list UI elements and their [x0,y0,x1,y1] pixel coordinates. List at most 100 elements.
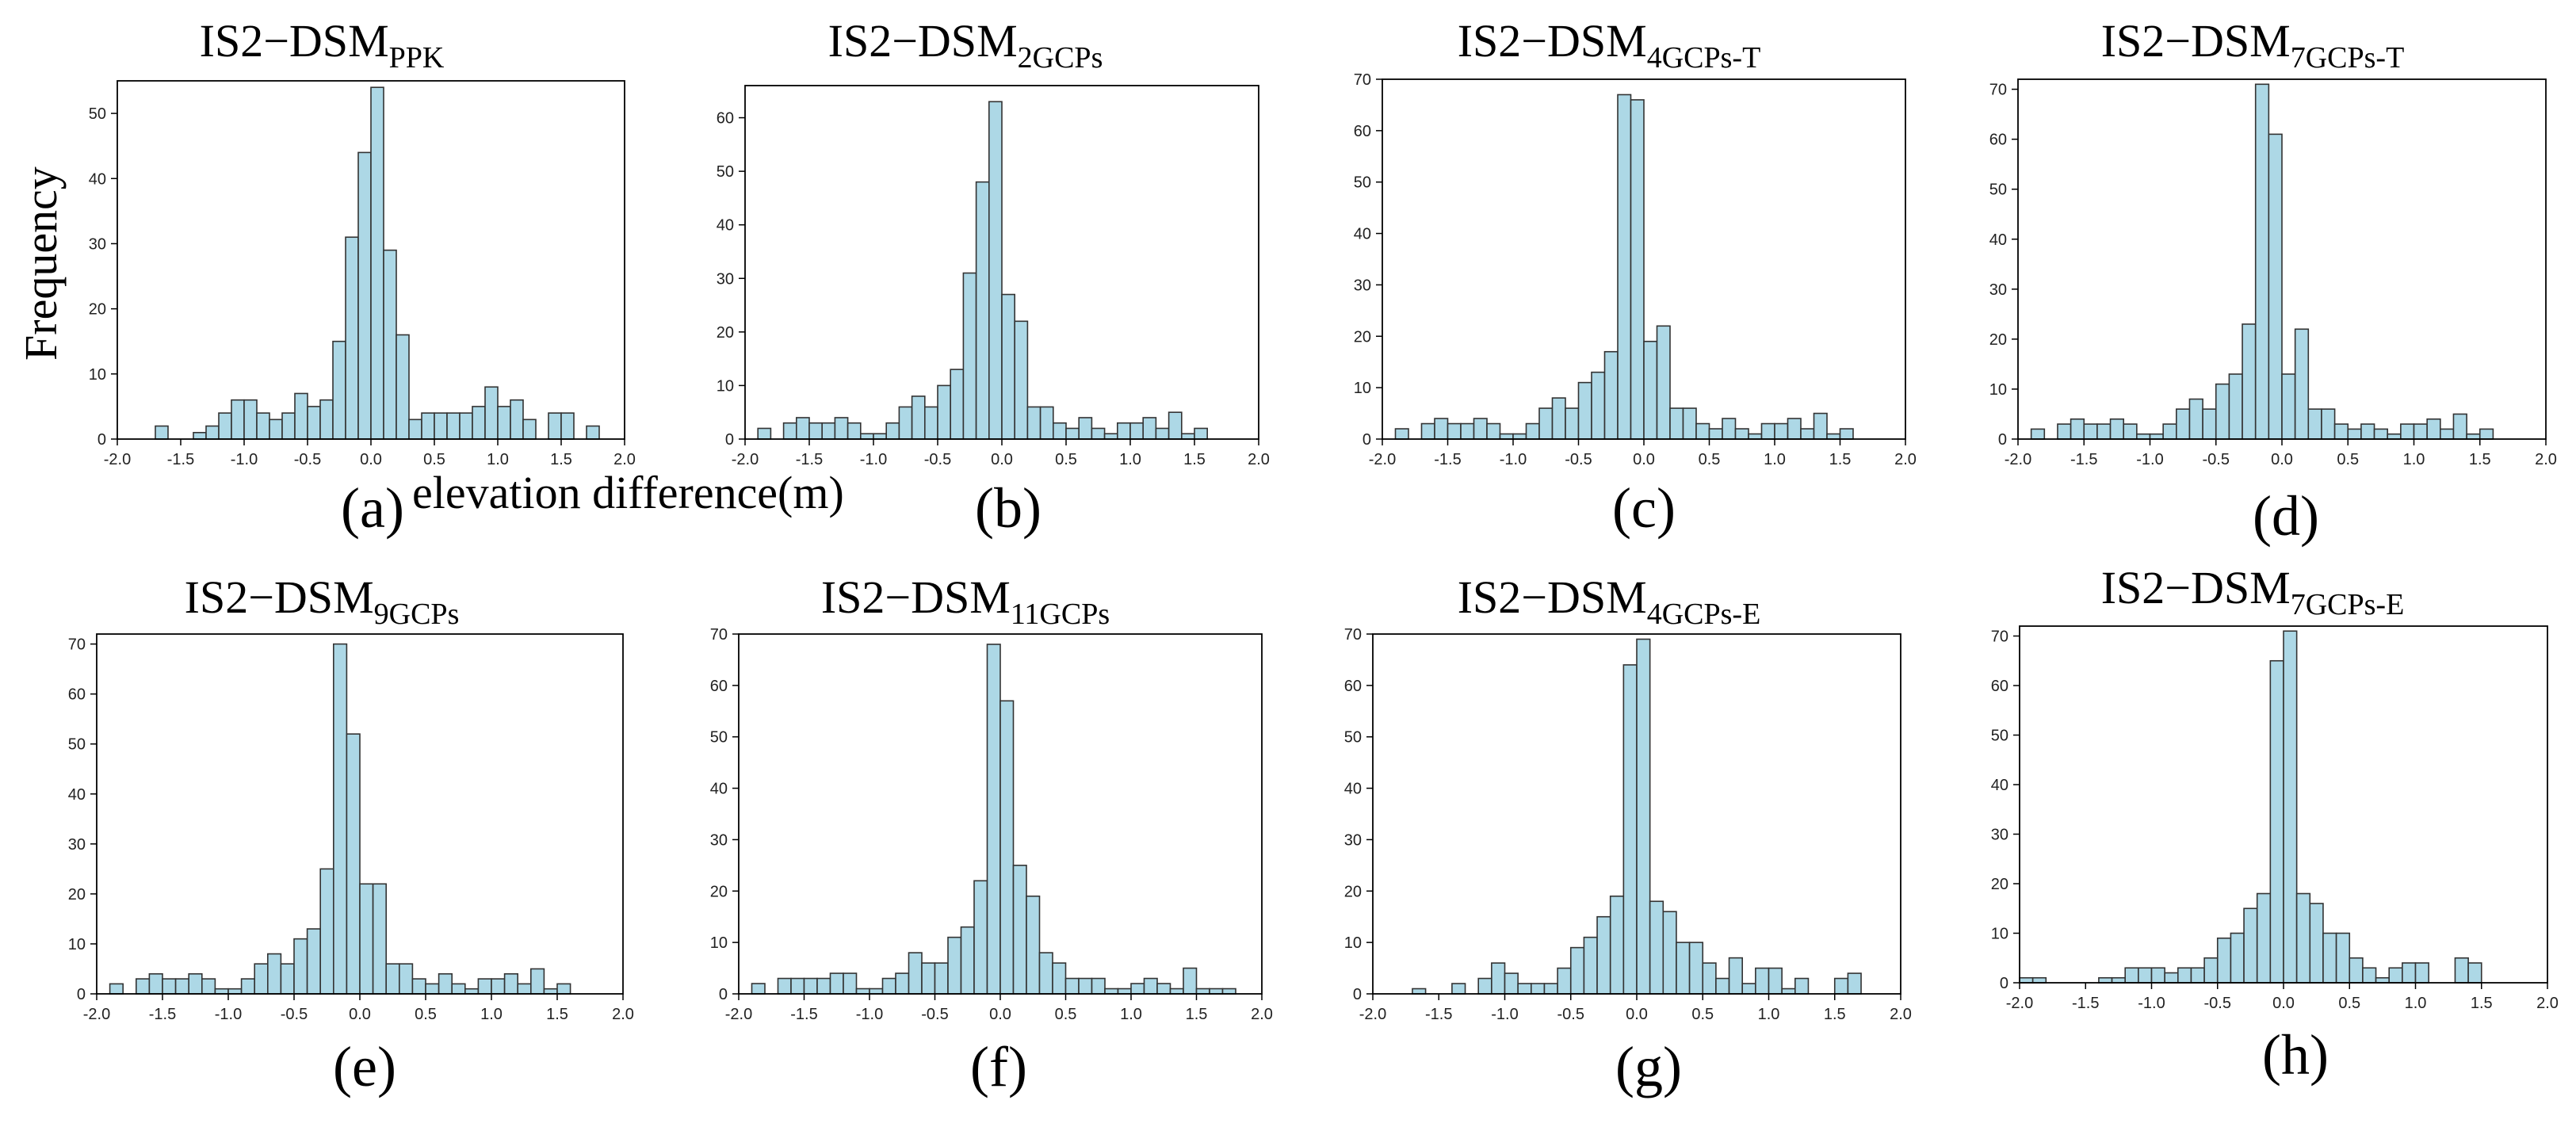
histogram-bar [921,962,936,995]
histogram-bar [751,983,766,995]
y-tick-label: 20 [1991,876,2008,893]
x-tick-label: 1.0 [487,451,509,468]
histogram-bar [2349,957,2364,984]
histogram-bar [2335,932,2351,984]
histogram-bar [1052,962,1067,995]
histogram-panel: IS2−DSM11GCPs -2.0 -1.5 -1.0 -0.5 0.0 0.5 1.0 1… [644,555,1287,1118]
y-tick-label: 70 [1344,626,1362,644]
histogram-bar [193,431,207,440]
histogram-bar [201,978,216,995]
y-tick-label: 70 [1991,628,2008,646]
histogram-bar [1636,638,1651,995]
histogram-bar [1209,988,1224,995]
histogram-bar [484,386,499,440]
histogram-panel: IS2−DSM7GCPs-T -2.0 -1.5 -1.0 -0.5 0.0 0.5 1.0… [1931,0,2574,564]
histogram-bar [821,422,836,440]
x-tick-label: 1.0 [1758,1006,1780,1023]
x-tick-label: 0.5 [415,1006,437,1023]
x-tick-label: 1.5 [2471,995,2493,1012]
panel-title: IS2−DSMPPK [0,14,644,75]
histogram-bar [2362,967,2377,984]
y-tick-label: 60 [717,110,734,128]
histogram-bar [1412,988,1427,995]
histogram-bar [2413,423,2428,440]
y-tick-label: 10 [68,936,86,953]
histogram-bar [1091,977,1106,995]
histogram-bar [1630,99,1645,440]
histogram-bar [2215,383,2230,440]
y-tick-label: 0 [2000,975,2008,992]
histogram-bar [307,406,321,440]
panel-title-sub: 11GCPs [1010,598,1110,631]
histogram-bar [1117,988,1132,995]
panel-title-sub: 9GCPs [373,598,460,631]
histogram-bar [1715,977,1730,995]
histogram-bar [1434,418,1449,440]
histogram-bar [280,963,295,995]
histogram-bar [2283,630,2298,984]
histogram-bar [1748,433,1763,440]
histogram-bar [986,644,1001,995]
panel-title-main: IS2−DSM [199,15,389,67]
histogram-chart: -2.0 -1.5 -1.0 -0.5 0.0 0.5 1.0 1.5 2.0 0 10 20 30 40… [1354,71,1917,468]
x-tick-label: 1.5 [550,451,572,468]
x-tick-label: -1.5 [2072,995,2099,1012]
histogram-bar [1603,350,1619,440]
x-tick-label: 2.0 [612,1006,634,1023]
x-tick-label: 2.0 [1251,1006,1273,1023]
histogram-bar [2031,976,2047,984]
histogram-bar [1012,865,1027,995]
histogram-bar [2057,423,2072,440]
histogram-bar [1420,422,1435,440]
histogram-bar [1643,340,1658,440]
histogram-bar [1538,407,1554,440]
histogram-bar [790,977,805,995]
histogram-bar [2175,408,2191,440]
y-tick-label: 10 [1354,380,1371,397]
x-tick-label: -0.5 [281,1006,308,1023]
histogram-bar [408,418,422,440]
histogram-chart: -2.0 -1.5 -1.0 -0.5 0.0 0.5 1.0 1.5 2.0 0 10 20 30 40… [717,85,1270,468]
histogram-bar [548,412,562,440]
histogram-bar [1569,946,1585,995]
histogram-panel: IS2−DSM4GCPs-E -2.0 -1.5 -1.0 -0.5 0.0 0.5 1.0… [1287,555,1931,1118]
histogram-bar [370,86,384,440]
y-tick-label: 70 [1989,82,2007,99]
x-tick-label: -1.5 [167,451,194,468]
x-tick-label: -2.0 [725,1006,752,1023]
x-tick-label: -0.5 [1565,451,1592,468]
histogram-bar [1649,900,1664,995]
histogram-bar [1669,407,1684,440]
histogram-bar [1517,983,1532,995]
histogram-bar [1026,406,1041,440]
histogram-bar [2216,937,2232,984]
histogram-chart: -2.0 -1.5 -1.0 -0.5 0.0 0.5 1.0 1.5 2.0 0 10 20 30 40… [1991,625,2559,1012]
histogram-bar [1169,988,1184,995]
histogram-bar [757,427,772,440]
histogram-bar [947,936,962,995]
histogram-bar [425,983,440,995]
histogram-bar [1833,977,1849,995]
histogram-bar [385,963,400,995]
x-tick-label: -1.0 [856,1006,883,1023]
y-tick-label: 30 [89,235,106,253]
y-tick-label: 40 [1991,777,2008,794]
histogram-bar [816,977,831,995]
histogram-bar [1104,988,1119,995]
y-tick-label: 30 [1354,277,1371,294]
x-tick-label: 2.0 [1248,451,1270,468]
y-tick-label: 50 [1354,174,1371,192]
histogram-bar [459,412,473,440]
histogram-bar [2111,976,2127,984]
x-tick-label: -0.5 [1557,1006,1584,1023]
histogram-bar [869,988,884,995]
histogram-bar [1129,422,1145,440]
histogram-bar [243,399,258,440]
y-tick-label: 10 [710,934,728,952]
histogram-bar [2136,433,2151,440]
panel-label: (e) [333,1035,396,1098]
histogram-bar [975,181,990,440]
x-tick-label: 1.5 [1824,1006,1846,1023]
panel-title: IS2−DSM2GCPs [644,14,1287,75]
x-tick-label: -1.0 [2136,451,2163,468]
